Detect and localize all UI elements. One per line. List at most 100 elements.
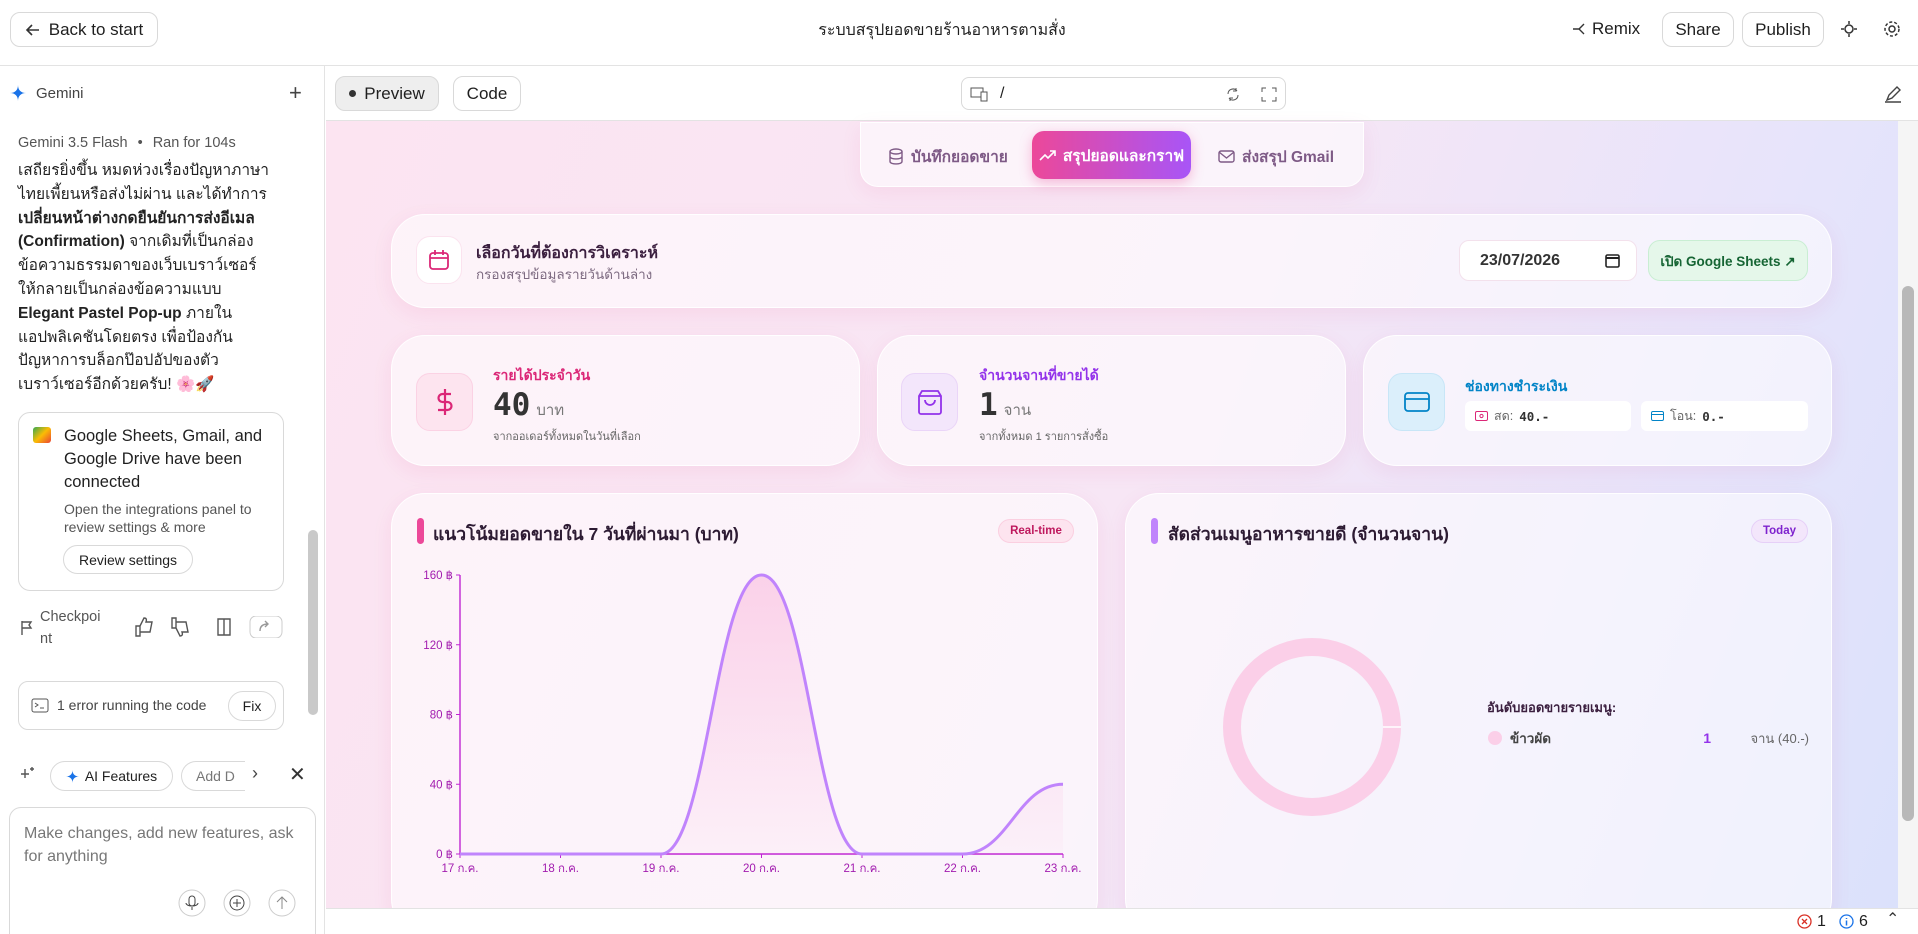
remix-label: Remix: [1592, 19, 1641, 38]
date-picker-icon: [1605, 254, 1620, 268]
review-settings-label: Review settings: [78, 551, 178, 568]
active-dot: [349, 90, 357, 97]
x-tick-label: 20 ก.ค.: [743, 863, 780, 875]
share-label: Share: [1675, 19, 1721, 39]
chip[interactable]: AI Features: [50, 761, 173, 791]
sidebar: [0, 66, 325, 934]
terminal-icon: [31, 698, 49, 713]
legend-title: อันดับยอดขายรายเมนู:: [1487, 700, 1616, 716]
preview-scrollbar: [1898, 121, 1918, 908]
code-label: Code: [466, 83, 508, 103]
review-settings-button[interactable]: Review settings: [63, 545, 193, 574]
remix-icon: [1573, 23, 1585, 35]
assistant-message: เสถียรยิ่งขึ้น หมดห่วงเรื่องปัญหาภาษาไทย…: [18, 159, 274, 397]
calendar-icon: [429, 250, 449, 270]
code-tab[interactable]: Code: [453, 76, 521, 111]
chip[interactable]: Add D: [181, 761, 245, 791]
status-toggle[interactable]: ⌃: [1886, 911, 1900, 928]
scroll-thumb[interactable]: [1902, 286, 1914, 821]
revenue-unit: บาท: [536, 402, 565, 419]
title-accent: [417, 518, 424, 544]
share-button[interactable]: Share: [1662, 12, 1734, 47]
url-actions[interactable]: [1224, 86, 1280, 103]
message-text: ภายในแอปพลิเคชันโดยตรง เพื่อป้องกันปัญหา…: [18, 304, 233, 394]
legend-value: 1: [1703, 730, 1711, 746]
chart-badge: Today: [1751, 519, 1808, 543]
bag-icon: [917, 390, 942, 415]
cash-box: สด: 40.-: [1465, 401, 1631, 431]
device-icon: [970, 87, 988, 102]
cash-value: 40.-: [1519, 408, 1550, 424]
url-bar[interactable]: /: [961, 77, 1286, 110]
error-icon[interactable]: [1797, 914, 1812, 929]
revenue-figure: 40 บาท: [493, 387, 564, 423]
dishes-unit: จาน: [1003, 402, 1032, 419]
fix-label: Fix: [242, 698, 262, 714]
dishes-label: จำนวนจานที่ขายได้: [979, 367, 1099, 383]
checkpoint-label: Checkpoint: [40, 609, 101, 647]
prompt-input[interactable]: Make changes, add new features, ask for …: [9, 807, 316, 934]
prompt-actions[interactable]: [176, 888, 306, 918]
back-label: Back to start: [48, 19, 144, 39]
status-bar: [326, 908, 1918, 934]
payment-icon-box: [1388, 373, 1445, 431]
message-bold: เปลี่ยนหน้าต่างกดยืนยันการส่งอีเมล (Conf…: [18, 209, 255, 251]
tab[interactable]: ส่งสรุป Gmail: [1218, 144, 1334, 169]
x-tick-label: 17 ก.ค.: [441, 863, 478, 875]
tab-icon: [1218, 150, 1235, 163]
chart-title: แนวโน้มยอดขายใน 7 วันที่ผ่านมา (บาท): [433, 524, 739, 544]
pie-slice: [1223, 638, 1401, 816]
info-icon[interactable]: [1839, 914, 1854, 929]
error-text: 1 error running the code: [57, 697, 207, 713]
theme-icon[interactable]: [1840, 20, 1858, 38]
chip-label: AI Features: [84, 768, 158, 784]
open-sheets-label: เปิด Google Sheets ↗: [1660, 253, 1796, 269]
remix-button[interactable]: Remix: [1572, 19, 1640, 39]
tab[interactable]: บันทึกยอดขาย: [888, 144, 1008, 169]
legend-detail: จาน (40.-): [1751, 731, 1809, 746]
y-tick-label: 120 ฿: [423, 639, 453, 652]
chips-next[interactable]: ›: [252, 763, 258, 783]
tab-label: ส่งสรุป Gmail: [1242, 149, 1335, 166]
preview-tab[interactable]: Preview: [335, 76, 439, 111]
pie-chart-card: [1125, 493, 1832, 933]
x-tick-label: 19 ก.ค.: [642, 863, 679, 875]
date-card-subtitle: กรองสรุปข้อมูลรายวันด้านล่าง: [476, 267, 653, 282]
revenue-icon-box: [416, 373, 473, 431]
sparkle-icon: [21, 767, 34, 778]
publish-label: Publish: [1755, 19, 1811, 39]
tab-icon: [889, 148, 903, 165]
integration-icon: [33, 427, 51, 443]
error-count: 1: [1817, 913, 1826, 930]
publish-button[interactable]: Publish: [1742, 12, 1824, 47]
open-sheets-button[interactable]: เปิด Google Sheets ↗: [1648, 240, 1808, 281]
message-actions[interactable]: [134, 616, 284, 638]
chart-title: สัดส่วนเมนูอาหารขายดี (จำนวนจาน): [1168, 524, 1449, 544]
y-tick-label: 0 ฿: [436, 848, 453, 861]
chart-badge: Real-time: [998, 519, 1074, 543]
date-value: 23/07/2026: [1480, 251, 1561, 269]
x-tick-label: 21 ก.ค.: [843, 863, 880, 875]
new-chat-button[interactable]: +: [289, 80, 302, 105]
app-title: ระบบสรุปยอดขายร้านอาหารตามสั่ง: [818, 22, 1066, 39]
revenue-value: 40: [493, 387, 531, 423]
back-button[interactable]: Back to start: [10, 12, 158, 47]
tab-active[interactable]: สรุปยอดและกราฟ: [1032, 131, 1191, 179]
x-tick-label: 22 ก.ค.: [944, 863, 981, 875]
close-chips[interactable]: ✕: [289, 764, 306, 786]
area: [460, 575, 1063, 854]
edit-icon[interactable]: [1884, 85, 1902, 103]
fix-button[interactable]: Fix: [228, 691, 276, 721]
revenue-note: จากออเดอร์ทั้งหมดในวันที่เลือก: [493, 431, 641, 443]
card-icon: [1403, 392, 1430, 412]
url-path: /: [1000, 85, 1005, 102]
y-tick-label: 160 ฿: [423, 569, 453, 582]
settings-icon[interactable]: [1883, 20, 1901, 38]
chip-icon: [65, 769, 79, 783]
y-tick-label: 80 ฿: [430, 709, 453, 722]
date-input[interactable]: 23/07/2026: [1459, 240, 1637, 281]
charts-layer: 0 ฿ 40 ฿ 80 ฿ 120 ฿ 160 ฿ 17 ก.ค. 18 ก.ค. 19 ก.…: [423, 569, 1809, 875]
scroll-thumb[interactable]: [308, 530, 318, 715]
